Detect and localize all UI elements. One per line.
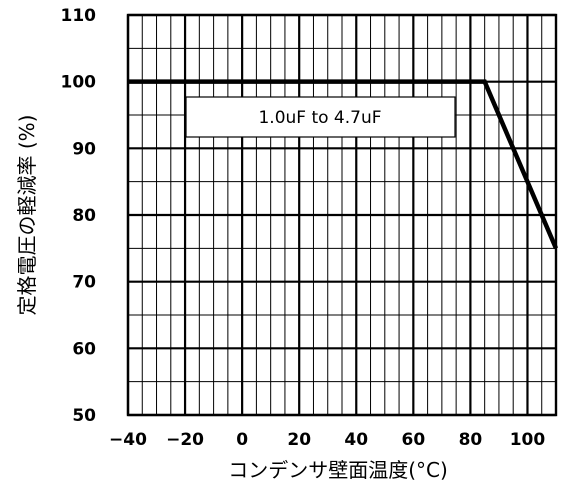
y-tick-label: 90 <box>72 139 96 159</box>
y-tick-label: 80 <box>72 206 96 226</box>
x-tick-label: −20 <box>166 430 204 450</box>
annotation-box <box>185 96 456 138</box>
annotation-layer: 1.0uF to 4.7uF <box>185 96 456 138</box>
plot-frame <box>126 13 558 417</box>
series-layer <box>128 79 559 250</box>
x-tick-label: 40 <box>344 430 368 450</box>
y-axis-title: 定格電圧の軽減率 (%) <box>15 115 39 316</box>
x-tick-label: 60 <box>401 430 425 450</box>
x-tick-label: 80 <box>459 430 483 450</box>
x-tick-label: 20 <box>287 430 311 450</box>
y-tick-label: 60 <box>72 339 96 359</box>
x-tick-labels: −40 −20 0 20 40 60 80 100 <box>109 430 545 450</box>
y-tick-label: 100 <box>61 73 97 93</box>
plot-border <box>126 13 558 417</box>
series-line-0 <box>128 79 559 250</box>
annotation-label: 1.0uF to 4.7uF <box>258 108 381 128</box>
y-tick-label: 110 <box>61 6 97 26</box>
x-axis-title: コンデンサ壁面温度(°C) <box>228 458 448 482</box>
y-tick-labels: 50 60 70 80 90 100 110 <box>61 6 97 426</box>
x-tick-label: −40 <box>109 430 147 450</box>
y-tick-label: 70 <box>72 273 96 293</box>
x-tick-label: 100 <box>510 430 546 450</box>
x-tick-label: 0 <box>236 430 248 450</box>
y-tick-label: 50 <box>72 406 96 426</box>
grid <box>126 13 557 417</box>
